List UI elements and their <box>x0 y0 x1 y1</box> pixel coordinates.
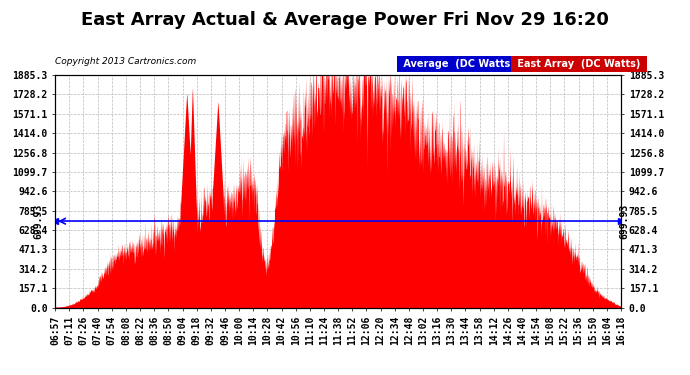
Text: East Array Actual & Average Power Fri Nov 29 16:20: East Array Actual & Average Power Fri No… <box>81 11 609 29</box>
Text: Average  (DC Watts): Average (DC Watts) <box>400 59 518 69</box>
Text: Copyright 2013 Cartronics.com: Copyright 2013 Cartronics.com <box>55 57 197 66</box>
Text: 699.93: 699.93 <box>620 204 629 239</box>
Text: 699.93: 699.93 <box>33 204 43 239</box>
Text: East Array  (DC Watts): East Array (DC Watts) <box>514 59 644 69</box>
